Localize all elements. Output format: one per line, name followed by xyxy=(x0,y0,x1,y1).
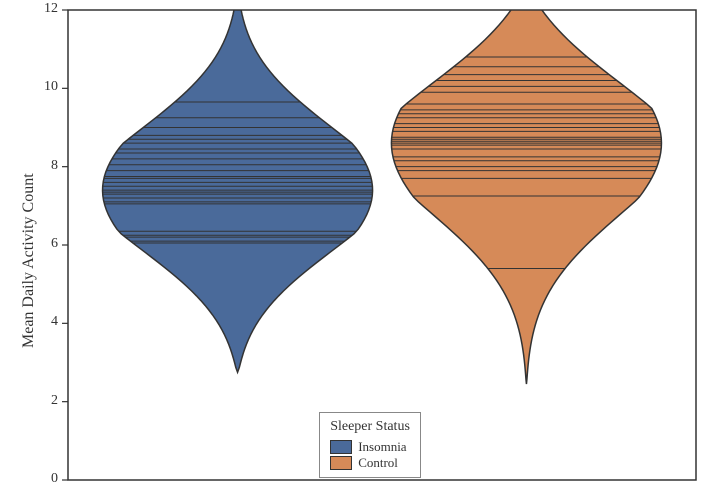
legend-swatch-control xyxy=(330,456,352,470)
legend-item-control: Control xyxy=(330,455,410,471)
y-tick-label: 0 xyxy=(51,471,58,487)
y-axis-label: Mean Daily Activity Count xyxy=(20,174,38,349)
y-tick-label: 8 xyxy=(51,158,58,174)
legend-swatch-insomnia xyxy=(330,440,352,454)
legend: Sleeper Status Insomnia Control xyxy=(319,412,421,478)
legend-label-insomnia: Insomnia xyxy=(358,439,406,455)
y-tick-label: 12 xyxy=(44,1,58,17)
y-tick-label: 4 xyxy=(51,314,58,330)
plot-svg xyxy=(68,10,696,480)
legend-item-insomnia: Insomnia xyxy=(330,439,410,455)
violin-chart: Mean Daily Activity Count Sleeper Status… xyxy=(0,0,716,501)
legend-label-control: Control xyxy=(358,455,398,471)
plot-area xyxy=(68,10,696,480)
y-tick-label: 10 xyxy=(44,79,58,95)
legend-title: Sleeper Status xyxy=(330,419,410,435)
y-tick-label: 2 xyxy=(51,393,58,409)
y-tick-label: 6 xyxy=(51,236,58,252)
